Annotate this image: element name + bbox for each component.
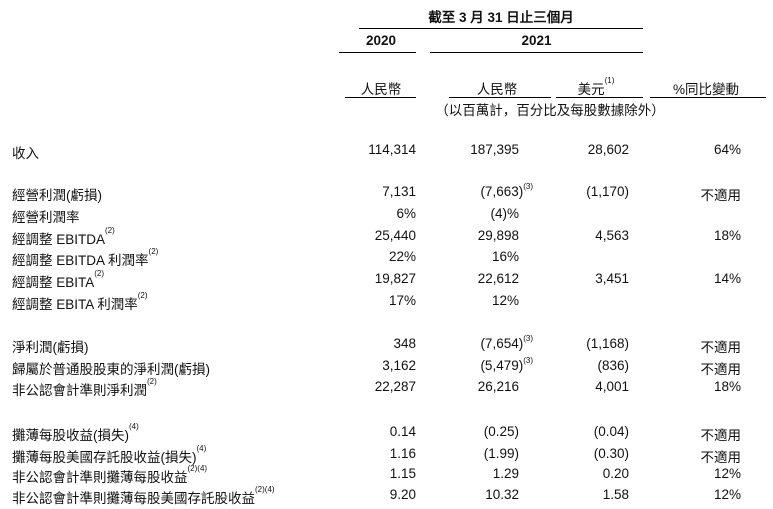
row-label: 經調整 EBITA(2): [12, 269, 105, 291]
value-2020-rmb: 114,314: [368, 142, 416, 157]
value-2021-usd: (1,168): [586, 336, 629, 351]
period-title: 截至 3 月 31 日止三個月: [428, 10, 574, 25]
value-2021-usd: (1,170): [586, 184, 629, 199]
table-row: 經調整 EBITDA(2) 25,440 29,898 4,563 18%: [0, 226, 773, 248]
value-2021-rmb: (0.25): [483, 424, 519, 439]
value-2020-rmb: 1.16: [389, 446, 416, 461]
table-row: 攤薄每股美國存託股收益(損失)(4) 1.16 (1.99) (0.30) 不適用: [0, 444, 773, 466]
value-2020-rmb: 0.14: [389, 424, 416, 439]
value-2021-rmb: (5,479)(3): [480, 356, 533, 374]
table-row: 非公認會計準則淨利潤(2) 22,287 26,216 4,001 18%: [0, 377, 773, 399]
col-usd-header: 美元(1): [577, 76, 615, 98]
value-2020-rmb: 7,131: [382, 184, 416, 199]
value-2021-usd: (0.04): [593, 424, 629, 439]
value-2021-usd: (0.30): [593, 446, 629, 461]
value-2020-rmb: 19,827: [374, 271, 416, 286]
value-2020-rmb: 3,162: [382, 358, 416, 373]
value-yoy-change: 18%: [713, 228, 741, 243]
value-yoy-change: 不適用: [700, 340, 742, 355]
col-change-header: %同比變動: [672, 82, 739, 97]
col-rmb-2020-header: 人民幣: [360, 82, 402, 97]
table-row: 經營利潤(虧損) 7,131 (7,663)(3) (1,170) 不適用: [0, 182, 773, 204]
value-2021-usd: 28,602: [587, 142, 629, 157]
value-2021-usd: 4,001: [595, 379, 629, 394]
year-2020-header: 2020: [365, 33, 397, 48]
year-2020-underline: [339, 52, 416, 53]
value-yoy-change: 12%: [713, 466, 741, 481]
value-2021-usd: (836): [597, 358, 629, 373]
table-row: 收入 114,314 187,395 28,602 64%: [0, 142, 773, 161]
value-2020-rmb: 17%: [388, 293, 416, 308]
row-label: 淨利潤(虧損): [12, 340, 89, 355]
value-2020-rmb: 22,287: [374, 379, 416, 394]
row-label: 收入: [12, 146, 39, 161]
value-yoy-change: 不適用: [700, 450, 742, 465]
value-2021-rmb: (4)%: [490, 206, 519, 221]
row-label: 經調整 EBITDA 利潤率(2): [12, 247, 159, 269]
table-row: 經調整 EBITA 利潤率(2) 17% 12%: [0, 291, 773, 313]
table-row: 經營利潤率 6% (4)%: [0, 206, 773, 225]
value-yoy-change: 12%: [713, 487, 741, 502]
value-2021-rmb: 12%: [491, 293, 519, 308]
value-2021-rmb: (1.99): [483, 446, 519, 461]
value-2020-rmb: 9.20: [389, 487, 416, 502]
value-2021-rmb: (7,663)(3): [480, 182, 533, 200]
row-label: 經營利潤率: [12, 210, 80, 225]
row-label: 非公認會計準則攤薄每股美國存託股收益(2)(4): [12, 485, 275, 507]
row-label: 非公認會計準則攤薄每股收益(2)(4): [12, 464, 208, 486]
period-title-underline: [359, 28, 643, 29]
row-label: 攤薄每股收益(損失)(4): [12, 422, 139, 444]
value-yoy-change: 64%: [713, 142, 741, 157]
value-2020-rmb: 22%: [388, 249, 416, 264]
value-2020-rmb: 6%: [396, 206, 416, 221]
value-2021-rmb: 16%: [491, 249, 519, 264]
row-label: 經調整 EBITA 利潤率(2): [12, 291, 148, 313]
value-yoy-change: 不適用: [700, 362, 742, 377]
row-label: 非公認會計準則淨利潤(2): [12, 377, 157, 399]
col-rmb-2020-underline: [345, 97, 416, 98]
col-usd-underline: [556, 97, 643, 98]
year-2021-underline: [430, 52, 643, 53]
value-2021-usd: 4,563: [595, 228, 629, 243]
col-rmb-2021-underline: [449, 97, 551, 98]
row-label: 經營利潤(虧損): [12, 188, 102, 203]
value-yoy-change: 不適用: [700, 428, 742, 443]
value-2021-rmb: 187,395: [470, 142, 519, 157]
table-row: 經調整 EBITA(2) 19,827 22,612 3,451 14%: [0, 269, 773, 291]
value-yoy-change: 14%: [713, 271, 741, 286]
value-2020-rmb: 25,440: [374, 228, 416, 243]
table-row: 非公認會計準則攤薄每股收益(2)(4) 1.15 1.29 0.20 12%: [0, 464, 773, 486]
table-row: 淨利潤(虧損) 348 (7,654)(3) (1,168) 不適用: [0, 334, 773, 356]
value-2021-usd: 0.20: [602, 466, 629, 481]
value-yoy-change: 不適用: [700, 188, 742, 203]
value-2021-rmb: 26,216: [477, 379, 519, 394]
value-2021-rmb: (7,654)(3): [480, 334, 533, 352]
col-change-underline: [650, 97, 766, 98]
row-label: 攤薄每股美國存託股收益(損失)(4): [12, 444, 207, 466]
year-2021-header: 2021: [521, 33, 552, 48]
table-row: 歸屬於普通股股東的淨利潤(虧損) 3,162 (5,479)(3) (836) 不適用: [0, 356, 773, 378]
row-label: 歸屬於普通股股東的淨利潤(虧損): [12, 362, 210, 377]
col-rmb-2021-header: 人民幣: [476, 82, 518, 97]
value-2021-rmb: 10.32: [485, 487, 519, 502]
value-2021-usd: 1.58: [602, 487, 629, 502]
units-note: （以百萬計，百分比及每股數據除外）: [435, 103, 665, 118]
table-row: 經調整 EBITDA 利潤率(2) 22% 16%: [0, 247, 773, 269]
value-2021-rmb: 1.29: [492, 466, 519, 481]
value-2021-usd: 3,451: [595, 271, 629, 286]
row-label: 經調整 EBITDA(2): [12, 226, 115, 248]
value-2021-rmb: 22,612: [477, 271, 519, 286]
table-row: 非公認會計準則攤薄每股美國存託股收益(2)(4) 9.20 10.32 1.58 12%: [0, 485, 773, 507]
value-2021-rmb: 29,898: [477, 228, 519, 243]
value-2020-rmb: 1.15: [389, 466, 416, 481]
table-row: 攤薄每股收益(損失)(4) 0.14 (0.25) (0.04) 不適用: [0, 422, 773, 444]
value-2020-rmb: 348: [393, 336, 416, 351]
value-yoy-change: 18%: [713, 379, 741, 394]
